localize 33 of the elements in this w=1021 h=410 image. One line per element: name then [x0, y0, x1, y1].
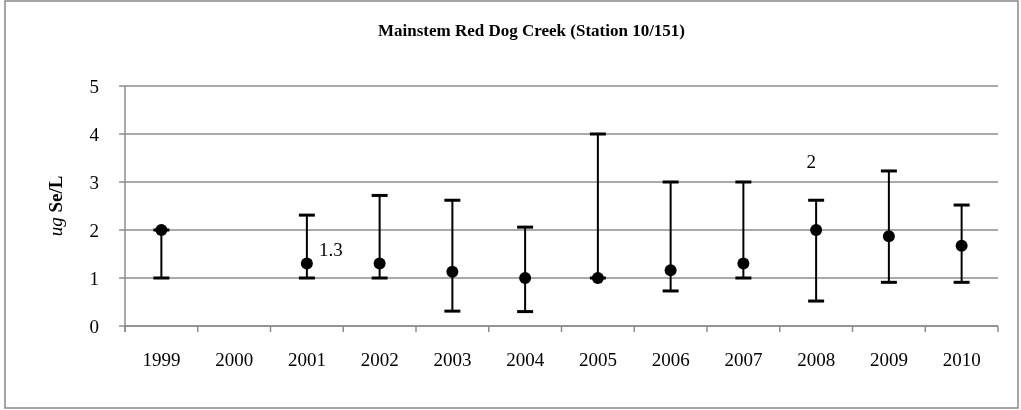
point — [591, 272, 604, 284]
x-tick-label: 2007 — [724, 349, 763, 370]
point — [664, 264, 677, 277]
x-tick-label: 2009 — [869, 349, 908, 370]
point — [300, 257, 313, 270]
y-tick-label: 4 — [89, 123, 100, 145]
point — [737, 257, 750, 270]
y-tick-label: 0 — [89, 315, 99, 337]
x-tick-label: 2001 — [287, 349, 326, 370]
x-tick-label: 1999 — [142, 349, 181, 370]
point — [373, 257, 386, 270]
x-tick-label: 2010 — [942, 349, 981, 370]
point — [155, 224, 168, 236]
x-tick-label: 2004 — [506, 349, 545, 370]
x-tick-label: 2006 — [651, 349, 690, 370]
point — [882, 230, 895, 243]
y-tick-label: 2 — [89, 219, 99, 241]
x-tick-label: 2008 — [797, 349, 836, 370]
chart-title: Mainstem Red Dog Creek (Station 10/151) — [377, 21, 686, 40]
y-axis-title: ug Se/L — [45, 175, 66, 237]
x-tick-label: 2002 — [360, 349, 399, 370]
point — [519, 272, 532, 284]
point — [810, 224, 823, 236]
y-tick-label: 3 — [89, 171, 99, 193]
x-tick-label: 2000 — [215, 349, 254, 370]
x-tick-label: 2005 — [578, 349, 617, 370]
data-label: 1.3 — [318, 238, 343, 260]
x-tick-label: 2003 — [433, 349, 472, 370]
data-label: 2 — [806, 151, 816, 173]
y-tick-label: 5 — [89, 75, 99, 97]
point — [955, 239, 968, 252]
point — [446, 265, 459, 278]
y-tick-label: 1 — [89, 267, 99, 289]
